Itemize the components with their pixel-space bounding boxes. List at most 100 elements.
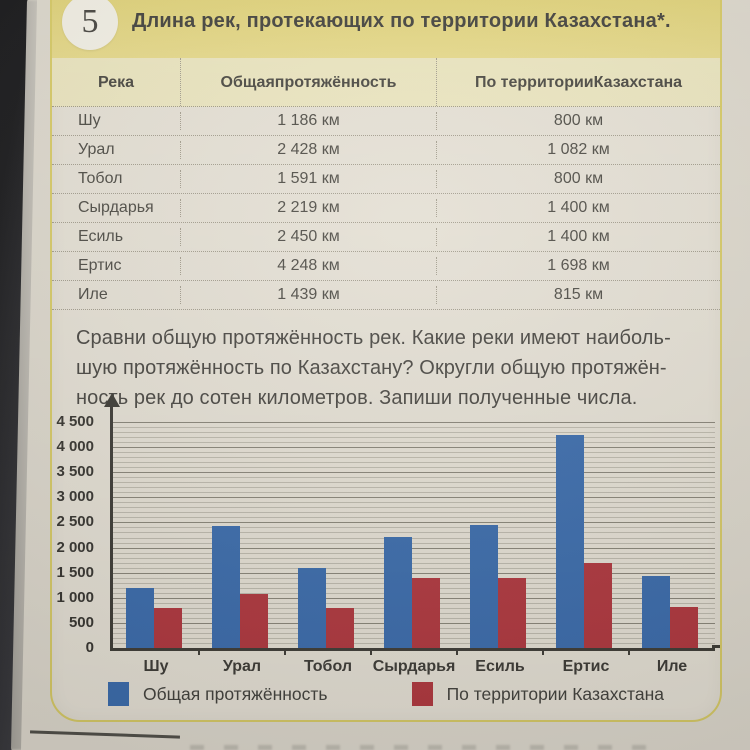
gridline	[113, 492, 715, 494]
gridline	[113, 542, 715, 544]
kazakhstan-length-cell: 815 км	[436, 286, 720, 304]
y-tick-label: 2 500	[56, 513, 94, 531]
bar-total	[212, 526, 240, 648]
total-length-cell: 4 248 км	[180, 257, 436, 275]
table-row: Урал 2 428 км 1 082 км	[52, 136, 720, 165]
task-title: Длина рек, протекающих по территории Каз…	[132, 10, 671, 32]
y-tick-label: 4 000	[56, 438, 94, 456]
gridline	[113, 552, 715, 554]
bar-kazakhstan	[584, 562, 612, 648]
task-header-band: 5 Длина рек, протекающих по территории К…	[52, 0, 720, 58]
total-length-cell: 2 428 км	[180, 141, 436, 159]
river-name-cell: Сырдарья	[78, 199, 154, 216]
column-header: Общая протяжённость	[180, 58, 436, 106]
kazakhstan-length-cell: 1 400 км	[436, 199, 720, 217]
legend-item: Общая протяжённость	[108, 682, 328, 706]
gridline	[113, 442, 715, 444]
prompt-line: ность рек до сотен километров. Запиши по…	[76, 387, 638, 409]
prompt-line: Сравни общую протяжённость рек. Какие ре…	[76, 327, 671, 349]
x-category-label: Ертис	[562, 658, 610, 675]
gridline	[113, 567, 715, 569]
y-tick-label: 4 500	[56, 413, 94, 430]
gridline	[113, 452, 715, 454]
task-number: 5	[81, 3, 99, 40]
legend-item: По территории Казахстана	[411, 682, 664, 706]
gridline	[113, 472, 715, 474]
kazakhstan-length-cell: 800 км	[436, 112, 720, 130]
gridline	[113, 532, 715, 534]
gridline	[113, 507, 715, 509]
x-tick	[628, 648, 630, 655]
total-length-cell: 2 219 км	[180, 199, 436, 217]
x-category-label: Есиль	[475, 658, 525, 675]
column-header: По территории Казахстана	[436, 58, 720, 106]
chart-legend: Общая протяжённость По территории Казахст…	[52, 682, 720, 706]
cutoff-text-smudge	[190, 745, 660, 750]
gridline	[113, 537, 715, 539]
gridline	[113, 422, 715, 423]
bar-kazakhstan	[326, 607, 354, 648]
table-row: Сырдарья 2 219 км 1 400 км	[52, 194, 720, 223]
bar-total	[556, 434, 584, 648]
kazakhstan-length-cell: 1 082 км	[436, 141, 720, 159]
x-category-label: Сырдарья	[372, 658, 456, 675]
bar-total	[470, 524, 498, 648]
table-row: Иле 1 439 км 815 км	[52, 281, 720, 310]
table-header-row: Река Общая протяжённость По территории Казах…	[52, 58, 720, 107]
bar-kazakhstan	[240, 593, 268, 648]
kazakhstan-length-cell: 1 698 км	[436, 257, 720, 275]
table-row: Есиль 2 450 км 1 400 км	[52, 223, 720, 252]
table-row: Шу 1 186 км 800 км	[52, 107, 720, 136]
x-category-label: Урал	[222, 658, 262, 675]
gridline	[113, 487, 715, 489]
river-name-cell: Шу	[78, 112, 101, 129]
bar-total	[642, 575, 670, 648]
gridline	[113, 517, 715, 519]
task-prompt: Сравни общую протяжённость рек. Какие ре…	[76, 323, 720, 413]
gridline	[113, 522, 715, 524]
y-tick-label: 2 000	[56, 538, 94, 556]
x-category-label: Тобол	[304, 658, 352, 675]
legend-swatch	[411, 682, 433, 706]
gridline	[113, 477, 715, 479]
bar-total	[298, 568, 326, 648]
total-length-cell: 2 450 км	[180, 228, 436, 246]
task-number-badge: 5	[62, 0, 118, 50]
y-tick-label: 0	[85, 639, 94, 656]
gridline	[113, 562, 715, 564]
gridline	[113, 547, 715, 549]
gridline	[113, 527, 715, 529]
gridline	[113, 457, 715, 459]
gridline	[113, 432, 715, 434]
bar-kazakhstan	[498, 577, 526, 648]
x-tick	[198, 648, 200, 655]
legend-swatch	[108, 682, 130, 706]
column-header: Река	[97, 73, 135, 91]
total-length-cell: 1 439 км	[180, 286, 436, 304]
river-name-cell: Тобол	[78, 170, 123, 187]
total-length-cell: 1 186 км	[180, 112, 436, 130]
gridline	[113, 482, 715, 484]
bar-total	[126, 588, 154, 648]
gridline	[113, 462, 715, 464]
bar-kazakhstan	[670, 607, 698, 648]
river-name-cell: Иле	[78, 286, 108, 303]
bar-total	[384, 536, 412, 648]
footnote-divider	[30, 730, 180, 739]
table-row: Ертис 4 248 км 1 698 км	[52, 252, 720, 281]
river-name-cell: Есиль	[78, 228, 124, 245]
x-tick	[284, 648, 286, 655]
kazakhstan-length-cell: 1 400 км	[436, 228, 720, 246]
gridline	[113, 497, 715, 499]
rivers-table: Река Общая протяжённость По территории Казах…	[52, 58, 720, 310]
chart-plot	[110, 422, 715, 651]
kazakhstan-length-cell: 800 км	[436, 170, 720, 188]
x-tick	[542, 648, 544, 655]
table-body: Шу 1 186 км 800 км Урал 2 428 км 1 082 км Тобо…	[52, 107, 720, 310]
y-tick-label: 3 500	[56, 463, 94, 481]
y-tick-label: 500	[68, 613, 94, 631]
gridline	[113, 572, 715, 574]
gridline	[113, 427, 715, 429]
y-axis-line	[110, 405, 113, 423]
bar-chart: 0 500 1 000 1 500 2 000 2 500 3 000 3 500 4 000 4…	[56, 393, 720, 680]
